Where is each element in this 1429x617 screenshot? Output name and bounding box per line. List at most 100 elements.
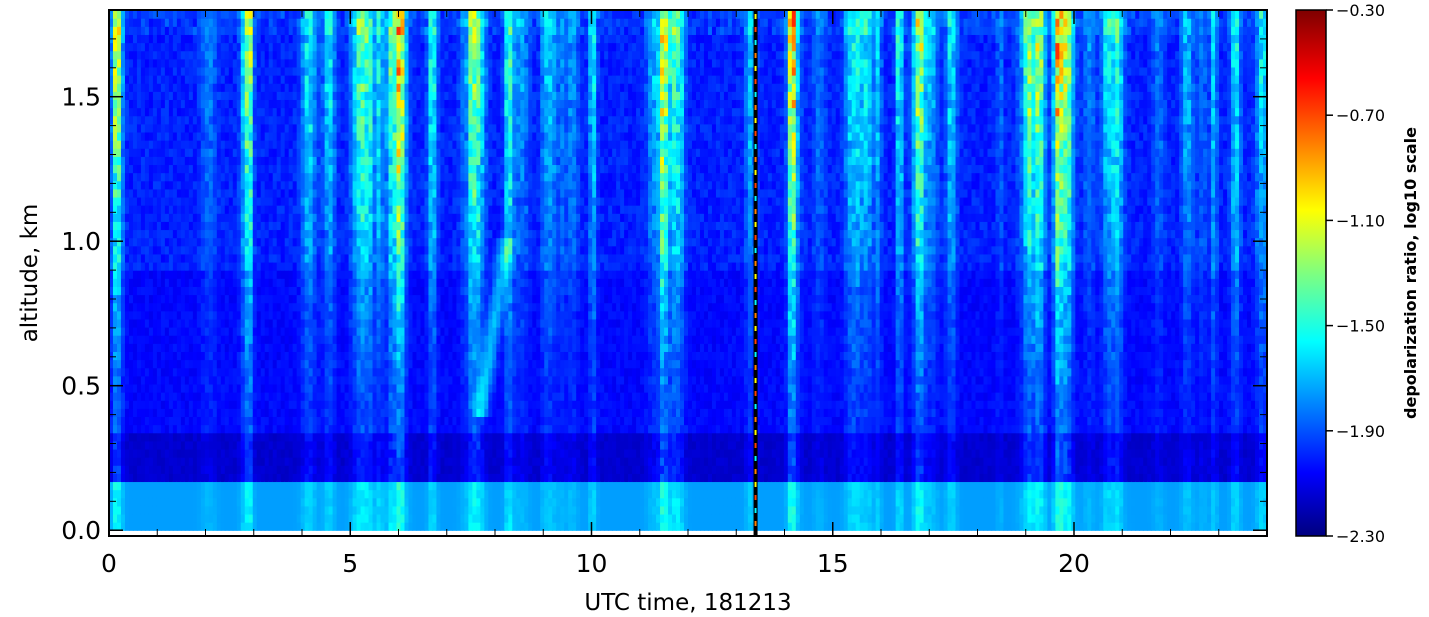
heatmap-cell	[236, 392, 242, 401]
heatmap-cell	[148, 99, 154, 109]
heatmap-cell	[300, 424, 306, 434]
heatmap-cell	[396, 497, 402, 507]
heatmap-cell	[384, 10, 390, 19]
heatmap-cell	[380, 473, 386, 483]
heatmap-cell	[112, 10, 118, 19]
heatmap-cell	[184, 34, 190, 44]
heatmap-cell	[264, 18, 270, 27]
heatmap-cell	[192, 302, 198, 312]
heatmap-cell	[288, 148, 294, 157]
heatmap-cell	[128, 237, 134, 247]
heatmap-cell	[196, 278, 202, 287]
heatmap-cell	[340, 465, 346, 474]
heatmap-cell	[300, 229, 306, 239]
heatmap-cell	[116, 50, 122, 60]
heatmap-cell	[404, 278, 410, 287]
heatmap-cell	[332, 392, 338, 401]
heatmap-cell	[176, 83, 182, 92]
heatmap-cell	[176, 66, 182, 76]
heatmap-cell	[356, 196, 362, 206]
heatmap-cell	[304, 513, 310, 523]
heatmap-cell	[180, 294, 186, 304]
heatmap-cell	[152, 400, 158, 409]
heatmap-cell	[368, 489, 374, 499]
heatmap-cell	[216, 310, 222, 320]
heatmap-cell	[152, 42, 158, 52]
heatmap-cell	[268, 424, 274, 434]
heatmap-cell	[308, 34, 314, 44]
heatmap-cell	[256, 66, 262, 76]
heatmap-cell	[328, 448, 334, 458]
heatmap-cell	[356, 237, 362, 247]
heatmap-cell	[412, 123, 418, 133]
heatmap-cell	[308, 367, 314, 377]
heatmap-cell	[252, 26, 258, 35]
heatmap-cell	[412, 10, 418, 19]
heatmap-cell	[300, 213, 306, 222]
heatmap-cell	[400, 99, 406, 109]
heatmap-cell	[176, 367, 182, 377]
heatmap-cell	[388, 237, 394, 247]
heatmap-cell	[244, 522, 250, 531]
heatmap-cell	[128, 351, 134, 361]
heatmap-cell	[400, 237, 406, 247]
heatmap-cell	[364, 261, 370, 271]
heatmap-cell	[212, 302, 218, 312]
heatmap-cell	[400, 107, 406, 117]
heatmap-cell	[372, 359, 378, 369]
heatmap-cell	[176, 318, 182, 328]
heatmap-cell	[264, 58, 270, 68]
heatmap-cell	[200, 505, 206, 515]
heatmap-cell	[224, 99, 230, 109]
heatmap-cell	[380, 58, 386, 68]
heatmap-cell	[212, 205, 218, 214]
heatmap-cell	[196, 245, 202, 255]
heatmap-cell	[228, 83, 234, 92]
heatmap-cell	[224, 505, 230, 515]
heatmap-cell	[109, 335, 114, 344]
heatmap-cell	[416, 278, 422, 287]
heatmap-cell	[344, 481, 350, 491]
heatmap-cell	[112, 278, 118, 287]
heatmap-cell	[280, 400, 286, 409]
heatmap-cell	[172, 58, 178, 68]
heatmap-cell	[324, 50, 330, 60]
heatmap-cell	[148, 416, 154, 426]
heatmap-cell	[304, 318, 310, 328]
heatmap-cell	[140, 335, 146, 344]
heatmap-cell	[256, 140, 262, 149]
heatmap-cell	[204, 416, 210, 426]
heatmap-cell	[168, 513, 174, 523]
heatmap-cell	[268, 42, 274, 52]
heatmap-cell	[248, 440, 254, 450]
heatmap-cell	[124, 432, 130, 442]
heatmap-cell	[276, 221, 282, 231]
heatmap-cell	[204, 180, 210, 190]
heatmap-cell	[324, 188, 330, 198]
heatmap-cell	[296, 164, 302, 174]
heatmap-cell	[272, 513, 278, 523]
heatmap-cell	[388, 156, 394, 166]
heatmap-cell	[340, 131, 346, 141]
heatmap-cell	[396, 245, 402, 255]
heatmap-cell	[176, 408, 182, 418]
heatmap-cell	[280, 140, 286, 149]
heatmap-cell	[264, 180, 270, 190]
heatmap-cell	[368, 58, 374, 68]
heatmap-cell	[124, 513, 130, 523]
heatmap-cell	[112, 180, 118, 190]
heatmap-cell	[380, 318, 386, 328]
heatmap-cell	[244, 424, 250, 434]
heatmap-cell	[240, 302, 246, 312]
heatmap-cell	[416, 123, 422, 133]
heatmap-cell	[128, 253, 134, 263]
heatmap-cell	[396, 278, 402, 287]
heatmap-cell	[312, 448, 318, 458]
heatmap-cell	[412, 50, 418, 60]
heatmap-cell	[360, 156, 366, 166]
heatmap-cell	[116, 83, 122, 92]
heatmap-cell	[260, 278, 266, 287]
heatmap-cell	[160, 148, 166, 157]
heatmap-cell	[308, 83, 314, 92]
heatmap-cell	[396, 375, 402, 385]
